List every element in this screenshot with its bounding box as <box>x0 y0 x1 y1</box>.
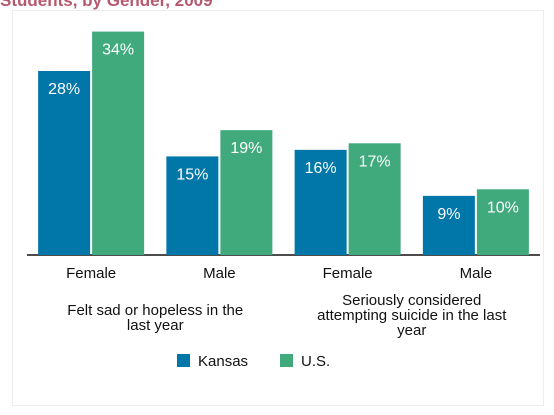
x-tick-label: Female <box>323 265 373 282</box>
x-tick-label: Male <box>460 265 493 282</box>
data-label: 34% <box>102 42 134 59</box>
x-tick-label: Female <box>66 265 116 282</box>
group-label: last year <box>127 317 184 334</box>
data-label: 9% <box>437 206 460 223</box>
data-label: 28% <box>48 81 80 98</box>
legend-label: Kansas <box>198 353 248 370</box>
bar-kansas-0 <box>38 71 90 255</box>
data-label: 10% <box>487 199 519 216</box>
bar-us-0 <box>92 32 144 255</box>
data-label: 16% <box>305 160 337 177</box>
legend-swatch <box>280 354 293 367</box>
group-label: year <box>397 322 426 339</box>
x-tick-label: Male <box>203 265 236 282</box>
legend-swatch <box>177 354 190 367</box>
data-label: 17% <box>359 153 391 170</box>
data-label: 15% <box>176 166 208 183</box>
data-label: 19% <box>230 140 262 157</box>
bar-kansas-3 <box>423 196 475 255</box>
legend-label: U.S. <box>301 353 330 370</box>
